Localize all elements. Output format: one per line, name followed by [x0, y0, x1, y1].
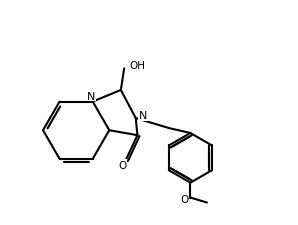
Text: O: O [118, 160, 127, 170]
Text: O: O [181, 194, 189, 204]
Text: N: N [139, 111, 147, 121]
Text: N: N [87, 91, 95, 101]
Text: OH: OH [129, 61, 145, 71]
